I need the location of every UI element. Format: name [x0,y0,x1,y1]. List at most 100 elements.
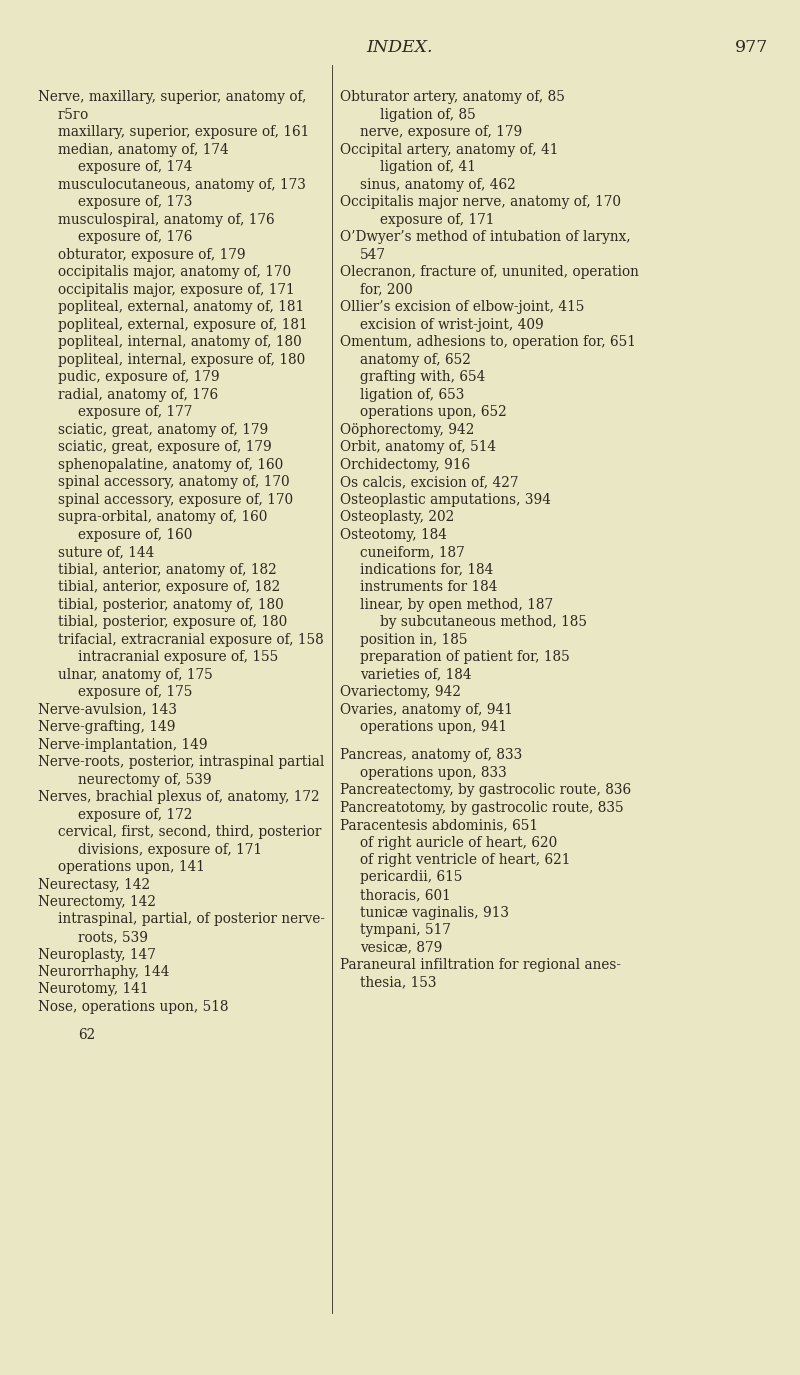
Text: operations upon, 141: operations upon, 141 [58,859,205,874]
Text: Neurectomy, 142: Neurectomy, 142 [38,895,156,909]
Text: Nerve-avulsion, 143: Nerve-avulsion, 143 [38,703,177,716]
Text: Pancreas, anatomy of, 833: Pancreas, anatomy of, 833 [340,748,522,762]
Text: operations upon, 941: operations upon, 941 [360,720,507,734]
Text: obturator, exposure of, 179: obturator, exposure of, 179 [58,248,246,261]
Text: Paraneural infiltration for regional anes-: Paraneural infiltration for regional ane… [340,958,621,972]
Text: popliteal, external, exposure of, 181: popliteal, external, exposure of, 181 [58,318,308,331]
Text: linear, by open method, 187: linear, by open method, 187 [360,598,553,612]
Text: exposure of, 175: exposure of, 175 [78,685,192,698]
Text: exposure of, 171: exposure of, 171 [380,213,494,227]
Text: Occipitalis major nerve, anatomy of, 170: Occipitalis major nerve, anatomy of, 170 [340,195,621,209]
Text: tibial, anterior, exposure of, 182: tibial, anterior, exposure of, 182 [58,580,280,594]
Text: Ollier’s excision of elbow-joint, 415: Ollier’s excision of elbow-joint, 415 [340,300,584,314]
Text: Nerve-roots, posterior, intraspinal partial: Nerve-roots, posterior, intraspinal part… [38,755,324,769]
Text: Obturator artery, anatomy of, 85: Obturator artery, anatomy of, 85 [340,89,565,104]
Text: O’Dwyer’s method of intubation of larynx,: O’Dwyer’s method of intubation of larynx… [340,230,630,243]
Text: trifacial, extracranial exposure of, 158: trifacial, extracranial exposure of, 158 [58,632,324,646]
Text: tibial, posterior, exposure of, 180: tibial, posterior, exposure of, 180 [58,615,287,628]
Text: 977: 977 [734,38,768,55]
Text: Neurotomy, 141: Neurotomy, 141 [38,983,149,997]
Text: Pancreatotomy, by gastrocolic route, 835: Pancreatotomy, by gastrocolic route, 835 [340,800,624,814]
Text: grafting with, 654: grafting with, 654 [360,370,486,384]
Text: musculospiral, anatomy of, 176: musculospiral, anatomy of, 176 [58,213,274,227]
Text: roots, 539: roots, 539 [78,930,148,945]
Text: spinal accessory, anatomy of, 170: spinal accessory, anatomy of, 170 [58,474,290,489]
Text: Osteoplasty, 202: Osteoplasty, 202 [340,510,454,524]
Text: 62: 62 [78,1028,95,1042]
Text: Neurectasy, 142: Neurectasy, 142 [38,877,150,891]
Text: pudic, exposure of, 179: pudic, exposure of, 179 [58,370,220,384]
Text: for, 200: for, 200 [360,282,413,297]
Text: Nose, operations upon, 518: Nose, operations upon, 518 [38,1000,229,1013]
Text: maxillary, superior, exposure of, 161: maxillary, superior, exposure of, 161 [58,125,310,139]
Text: intracranial exposure of, 155: intracranial exposure of, 155 [78,650,278,664]
Text: ulnar, anatomy of, 175: ulnar, anatomy of, 175 [58,667,213,682]
Text: Omentum, adhesions to, operation for, 651: Omentum, adhesions to, operation for, 65… [340,336,636,349]
Text: thesia, 153: thesia, 153 [360,975,437,990]
Text: exposure of, 173: exposure of, 173 [78,195,192,209]
Text: instruments for 184: instruments for 184 [360,580,498,594]
Text: sciatic, great, exposure of, 179: sciatic, great, exposure of, 179 [58,440,272,454]
Text: radial, anatomy of, 176: radial, anatomy of, 176 [58,388,218,401]
Text: Oöphorectomy, 942: Oöphorectomy, 942 [340,422,474,436]
Text: Orchidectomy, 916: Orchidectomy, 916 [340,458,470,472]
Text: Ovaries, anatomy of, 941: Ovaries, anatomy of, 941 [340,703,513,716]
Text: Pancreatectomy, by gastrocolic route, 836: Pancreatectomy, by gastrocolic route, 83… [340,782,631,797]
Text: Orbit, anatomy of, 514: Orbit, anatomy of, 514 [340,440,496,454]
Text: 547: 547 [360,248,386,261]
Text: occipitalis major, exposure of, 171: occipitalis major, exposure of, 171 [58,282,294,297]
Text: Paracentesis abdominis, 651: Paracentesis abdominis, 651 [340,818,538,832]
Text: Occipital artery, anatomy of, 41: Occipital artery, anatomy of, 41 [340,143,558,157]
Text: cuneiform, 187: cuneiform, 187 [360,544,465,560]
Text: popliteal, internal, exposure of, 180: popliteal, internal, exposure of, 180 [58,352,306,367]
Text: tibial, posterior, anatomy of, 180: tibial, posterior, anatomy of, 180 [58,598,284,612]
Text: position in, 185: position in, 185 [360,632,467,646]
Text: exposure of, 172: exposure of, 172 [78,807,192,821]
Text: ligation of, 85: ligation of, 85 [380,107,476,121]
Text: occipitalis major, anatomy of, 170: occipitalis major, anatomy of, 170 [58,265,291,279]
Text: popliteal, internal, anatomy of, 180: popliteal, internal, anatomy of, 180 [58,336,302,349]
Text: median, anatomy of, 174: median, anatomy of, 174 [58,143,229,157]
Text: exposure of, 174: exposure of, 174 [78,160,193,175]
Text: thoracis, 601: thoracis, 601 [360,888,450,902]
Text: indications for, 184: indications for, 184 [360,562,494,576]
Text: exposure of, 160: exposure of, 160 [78,528,192,542]
Text: Os calcis, excision of, 427: Os calcis, excision of, 427 [340,474,518,489]
Text: sinus, anatomy of, 462: sinus, anatomy of, 462 [360,177,516,191]
Text: of right ventricle of heart, 621: of right ventricle of heart, 621 [360,852,570,868]
Text: Nerves, brachial plexus of, anatomy, 172: Nerves, brachial plexus of, anatomy, 172 [38,791,320,804]
Text: Osteotomy, 184: Osteotomy, 184 [340,528,447,542]
Text: ligation of, 41: ligation of, 41 [380,160,476,175]
Text: INDEX.: INDEX. [366,38,434,55]
Text: exposure of, 177: exposure of, 177 [78,406,192,419]
Text: ligation of, 653: ligation of, 653 [360,388,464,401]
Text: Neuroplasty, 147: Neuroplasty, 147 [38,947,156,961]
Text: intraspinal, partial, of posterior nerve-: intraspinal, partial, of posterior nerve… [58,913,325,927]
Text: divisions, exposure of, 171: divisions, exposure of, 171 [78,843,262,857]
Text: cervical, first, second, third, posterior: cervical, first, second, third, posterio… [58,825,322,839]
Text: supra-orbital, anatomy of, 160: supra-orbital, anatomy of, 160 [58,510,267,524]
Text: musculocutaneous, anatomy of, 173: musculocutaneous, anatomy of, 173 [58,177,306,191]
Text: suture of, 144: suture of, 144 [58,544,154,560]
Text: operations upon, 652: operations upon, 652 [360,406,506,419]
Text: Osteoplastic amputations, 394: Osteoplastic amputations, 394 [340,492,551,506]
Text: exposure of, 176: exposure of, 176 [78,230,192,243]
Text: Nerve-grafting, 149: Nerve-grafting, 149 [38,720,175,734]
Text: nerve, exposure of, 179: nerve, exposure of, 179 [360,125,522,139]
Text: of right auricle of heart, 620: of right auricle of heart, 620 [360,836,558,850]
Text: Nerve, maxillary, superior, anatomy of,: Nerve, maxillary, superior, anatomy of, [38,89,306,104]
Text: popliteal, external, anatomy of, 181: popliteal, external, anatomy of, 181 [58,300,304,314]
Text: Olecranon, fracture of, ununited, operation: Olecranon, fracture of, ununited, operat… [340,265,639,279]
Text: tibial, anterior, anatomy of, 182: tibial, anterior, anatomy of, 182 [58,562,277,576]
Text: ᴦ5ᴦo: ᴦ5ᴦo [58,107,90,121]
Text: preparation of patient for, 185: preparation of patient for, 185 [360,650,570,664]
Text: operations upon, 833: operations upon, 833 [360,766,506,780]
Text: tympani, 517: tympani, 517 [360,923,451,936]
Text: Neurorrhaphy, 144: Neurorrhaphy, 144 [38,965,170,979]
Text: spinal accessory, exposure of, 170: spinal accessory, exposure of, 170 [58,492,293,506]
Text: excision of wrist-joint, 409: excision of wrist-joint, 409 [360,318,544,331]
Text: by subcutaneous method, 185: by subcutaneous method, 185 [380,615,587,628]
Text: Nerve-implantation, 149: Nerve-implantation, 149 [38,737,208,752]
Text: anatomy of, 652: anatomy of, 652 [360,352,471,367]
Text: sphenopalatine, anatomy of, 160: sphenopalatine, anatomy of, 160 [58,458,283,472]
